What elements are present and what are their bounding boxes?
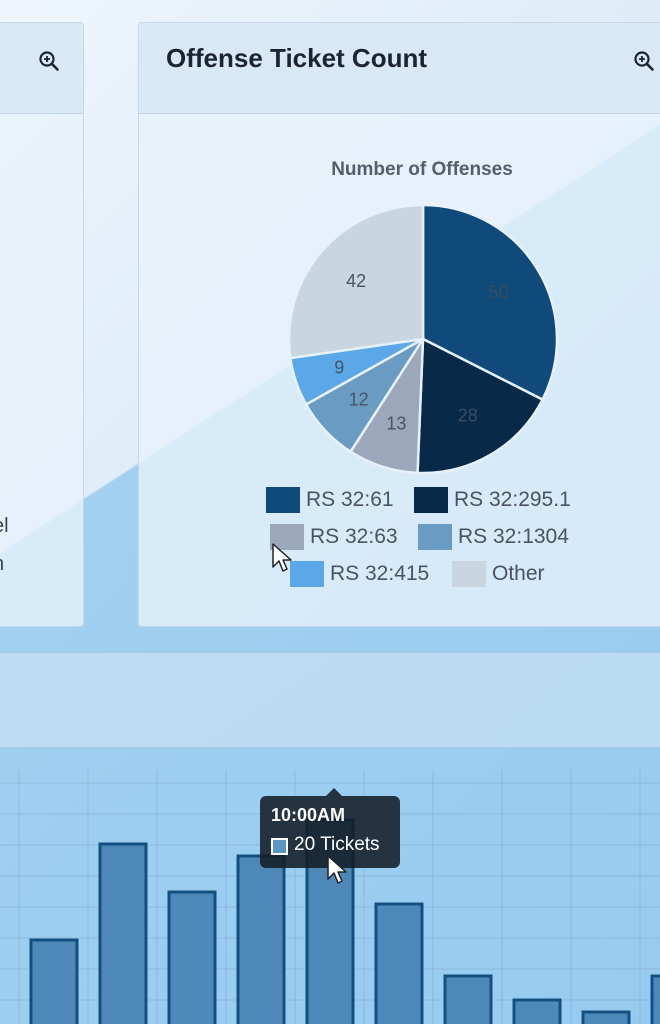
left-panel-text-2: n (0, 553, 4, 576)
pie-slice-label: 13 (386, 413, 406, 433)
legend-label: RS 32:295.1 (454, 488, 571, 511)
tooltip-value: 20 Tickets (294, 834, 380, 855)
legend-swatch (266, 487, 300, 513)
legend-swatch (452, 561, 486, 587)
legend-item[interactable]: RS 32:61 (266, 487, 394, 513)
pie-slice-label: 28 (458, 405, 478, 425)
bar-panel-header (0, 653, 660, 747)
legend-label: RS 32:61 (306, 488, 394, 511)
bar[interactable] (374, 902, 424, 1024)
offense-panel-header: Offense Ticket Count (139, 23, 660, 114)
legend-swatch (414, 487, 448, 513)
panel-title: Offense Ticket Count (166, 43, 428, 73)
pie-slice[interactable] (421, 203, 559, 402)
legend-item[interactable]: RS 32:295.1 (414, 487, 571, 513)
bar-tooltip: 10:00AM 20 Tickets (260, 788, 400, 868)
bar[interactable] (650, 974, 660, 1024)
mouse-cursor-icon (272, 543, 292, 572)
pie-slice-label: 42 (346, 271, 366, 291)
left-panel: el n (0, 22, 84, 627)
bar[interactable] (236, 854, 286, 1024)
pie-slice-label: 9 (334, 357, 344, 377)
bar[interactable] (581, 1010, 631, 1024)
bar[interactable] (29, 938, 79, 1024)
bar-chart (0, 770, 660, 1024)
legend-item[interactable]: RS 32:1304 (418, 524, 569, 550)
legend-swatch (418, 524, 452, 550)
pie-slice-label: 50 (488, 283, 508, 303)
bar[interactable] (512, 998, 562, 1024)
pie-slice[interactable] (416, 337, 545, 475)
bar[interactable] (98, 842, 148, 1024)
bar[interactable] (167, 890, 217, 1024)
pie-chart: Number of Offenses 50 28 13 129 42 (287, 159, 559, 475)
legend-label: Other (492, 562, 545, 585)
legend-label: RS 32:415 (330, 562, 430, 585)
zoom-in-icon[interactable] (38, 50, 60, 72)
legend-label: RS 32:1304 (458, 525, 569, 548)
pie-slice-label: 12 (349, 390, 369, 410)
pie-chart-title: Number of Offenses (331, 159, 513, 180)
mouse-cursor-icon (327, 855, 347, 884)
tooltip-swatch (271, 838, 288, 855)
pie-legend: RS 32:61 RS 32:295.1 RS 32:63 RS 32:1304 RS … (266, 487, 571, 587)
tooltip-time: 10:00AM (271, 805, 346, 825)
legend-swatch (290, 561, 324, 587)
bar[interactable] (443, 974, 493, 1024)
zoom-in-icon[interactable] (633, 50, 655, 72)
legend-label: RS 32:63 (310, 525, 398, 548)
left-panel-header (0, 23, 83, 114)
pie-slice[interactable] (287, 203, 425, 360)
legend-item[interactable]: Other (452, 561, 545, 587)
legend-item[interactable]: RS 32:415 (290, 561, 429, 587)
left-panel-text-1: el (0, 515, 9, 537)
